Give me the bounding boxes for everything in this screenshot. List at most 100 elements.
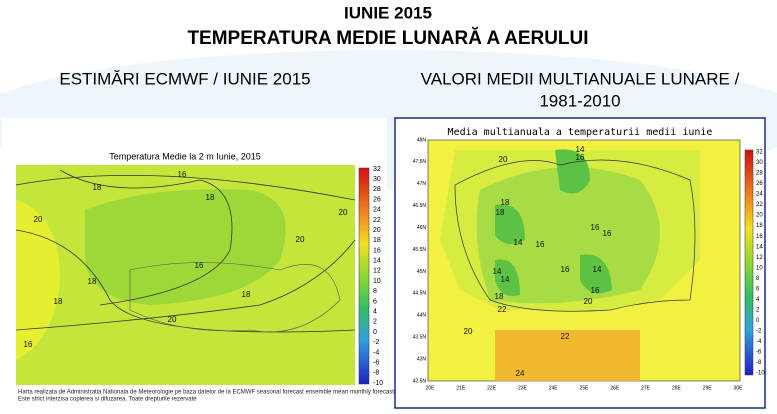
colorbar-label: 14 xyxy=(373,258,381,265)
colorbar-label: 2 xyxy=(756,307,760,313)
contour-label: 14 xyxy=(576,145,585,154)
colorbar-label: 4 xyxy=(756,297,760,303)
colorbar-label: 30 xyxy=(756,160,763,166)
lat-label: 46N xyxy=(417,225,427,231)
hot-area xyxy=(495,330,640,381)
contour-label: 16 xyxy=(603,229,612,238)
contour-label: 18 xyxy=(495,292,504,301)
colorbar-label: 26 xyxy=(756,181,763,187)
warm-area xyxy=(16,200,60,360)
left-colorbar xyxy=(358,167,370,385)
colorbar-label: 12 xyxy=(756,255,763,261)
lat-label: 45.5N xyxy=(413,247,427,253)
colorbar-label: 14 xyxy=(756,244,763,250)
right-heading: 1981-2010 xyxy=(539,91,620,110)
contour-label: 16 xyxy=(178,170,187,179)
contour-label: 14 xyxy=(501,275,510,284)
right-colorbar xyxy=(744,149,754,376)
colorbar-label: 0 xyxy=(373,329,377,336)
lon-label: 29E xyxy=(703,385,713,391)
colorbar-label: -8 xyxy=(373,370,379,377)
contour-label: 18 xyxy=(88,277,97,286)
contour-label: 20 xyxy=(499,155,508,164)
colorbar-label: -6 xyxy=(756,350,762,356)
contour-label: 20 xyxy=(34,215,43,224)
lat-label: 45N xyxy=(417,269,427,275)
subtitle: TEMPERATURA MEDIE LUNARĂ A AERULUI xyxy=(187,27,588,49)
border xyxy=(454,159,696,312)
contour-label: 20 xyxy=(339,208,348,217)
colorbar-label: 20 xyxy=(756,213,763,219)
colorbar-label: 24 xyxy=(756,192,763,198)
colorbar-label: 18 xyxy=(756,223,763,229)
colorbar-label: 6 xyxy=(373,298,377,305)
colorbar-label: -2 xyxy=(373,339,379,346)
colorbar-label: -10 xyxy=(756,371,765,377)
contour-label: 18 xyxy=(54,297,63,306)
right-heading: VALORI MEDII MULTIANUALE LUNARE / xyxy=(421,69,740,88)
colorbar-label: 18 xyxy=(373,237,381,244)
contour-label: 14 xyxy=(493,267,502,276)
cool-area xyxy=(476,167,660,304)
colorbar-label: -4 xyxy=(373,349,379,356)
left-heading: ESTIMĂRI ECMWF / IUNIE 2015 xyxy=(59,69,310,88)
colorbar-label: 12 xyxy=(373,268,381,275)
lon-label: 23E xyxy=(518,385,528,391)
lon-label: 25E xyxy=(580,385,590,391)
colorbar-label: 10 xyxy=(756,265,763,271)
lat-label: 47.5N xyxy=(413,159,427,165)
contour-label: 18 xyxy=(242,290,251,299)
lon-label: 28E xyxy=(672,385,682,391)
colorbar-label: 6 xyxy=(756,286,760,292)
cold-area xyxy=(495,149,612,296)
colorbar-label: -2 xyxy=(756,328,762,334)
colorbar-label: 22 xyxy=(756,202,763,208)
contour-label: 16 xyxy=(561,265,570,274)
colorbar-label: 10 xyxy=(373,278,381,285)
contours xyxy=(15,169,356,333)
contour-label: 16 xyxy=(591,223,600,232)
colorbar-label: 32 xyxy=(756,150,763,156)
colorbar-label: -4 xyxy=(756,339,762,345)
cool-area xyxy=(85,189,286,305)
lat-label: 44.5N xyxy=(413,291,427,297)
lat-label: 44N xyxy=(417,313,427,319)
left-map-title: Temperatura Medie la 2 m Iunie, 2015 xyxy=(109,151,261,161)
colorbar-label: 16 xyxy=(373,247,381,254)
contour-label: 14 xyxy=(514,238,523,247)
contour-label: 18 xyxy=(501,198,510,207)
contour-label: 18 xyxy=(93,183,102,192)
lon-label: 24E xyxy=(549,385,559,391)
lon-label: 30E xyxy=(734,385,744,391)
contour-label: 20 xyxy=(296,235,305,244)
contour-label: 22 xyxy=(561,332,570,341)
footnote: Harta realizata de Administratia Nationa… xyxy=(18,390,399,396)
colorbar-label: 24 xyxy=(373,207,381,214)
contour-label: 20 xyxy=(168,315,177,324)
lon-label: 26E xyxy=(610,385,620,391)
colorbar-label: 0 xyxy=(756,318,760,324)
lon-label: 20E xyxy=(426,385,436,391)
colorbar-label: 4 xyxy=(373,309,377,316)
colorbar-label: -6 xyxy=(373,359,379,366)
contour-label: 24 xyxy=(516,369,525,378)
border xyxy=(129,262,341,333)
lat-label: 42.5N xyxy=(413,378,427,384)
contour-label: 18 xyxy=(206,193,215,202)
colorbar-label: 16 xyxy=(756,234,763,240)
colorbar-label: 8 xyxy=(373,288,377,295)
contour-label: 16 xyxy=(24,340,33,349)
right-map-title: Media multianuala a temperaturii medii i… xyxy=(448,127,713,138)
lon-label: 27E xyxy=(641,385,651,391)
contour-label: 22 xyxy=(498,305,507,314)
lat-label: 46.5N xyxy=(413,203,427,209)
colorbar-label: 28 xyxy=(756,171,763,177)
contour-label: 18 xyxy=(496,208,505,217)
colorbar-label: 2 xyxy=(373,319,377,326)
lon-label: 21E xyxy=(456,385,466,391)
title: IUNIE 2015 xyxy=(344,3,432,22)
colorbar-label: 22 xyxy=(373,217,381,224)
lat-label: 43.5N xyxy=(413,335,427,341)
colorbar-label: -10 xyxy=(373,380,383,387)
